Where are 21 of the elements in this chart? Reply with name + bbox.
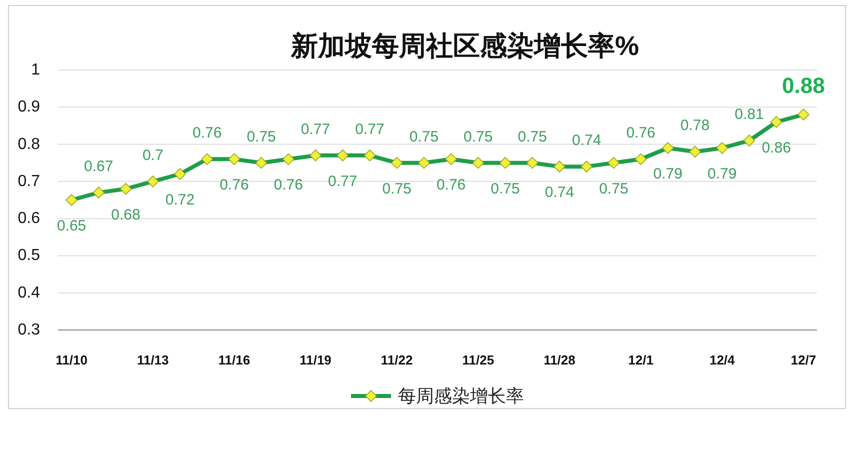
y-tick-label: 0.9 [18,98,40,116]
x-tick-label: 12/4 [709,352,736,368]
x-tick-label: 11/16 [218,352,250,368]
chart-title: 新加坡每周社区感染增长率% [290,31,640,61]
x-tick-label: 12/1 [628,352,654,368]
y-tick-label: 0.8 [18,136,40,153]
x-tick-label: 11/28 [544,352,576,368]
y-tick-label: 0.7 [18,172,40,190]
legend-label: 每周感染增长率 [398,386,524,406]
x-tick-label: 11/13 [136,352,169,368]
y-tick-label: 0.6 [18,210,40,228]
y-tick-label: 0.3 [18,322,40,338]
y-tick-label: 0.5 [18,247,40,264]
x-tick-label: 11/10 [56,352,88,368]
x-tick-label: 12/7 [790,352,816,368]
y-tick-label: 1 [31,62,40,78]
x-tick-label: 11/22 [380,352,413,368]
legend: 每周感染增长率 [351,386,524,406]
y-tick-label: 0.4 [18,284,40,302]
x-tick-label: 11/19 [300,352,332,368]
x-tick-label: 11/25 [462,352,494,368]
